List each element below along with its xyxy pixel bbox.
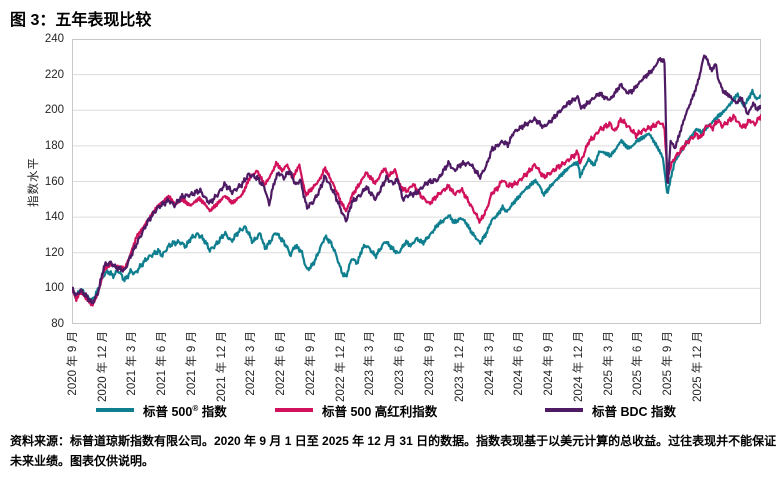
x-tick-label: 2025 年 12 月 <box>691 331 704 402</box>
y-tick-label: 240 <box>44 33 64 45</box>
y-tick-label: 80 <box>51 318 64 330</box>
x-tick-label: 2021 年 6 月 <box>156 331 169 396</box>
x-tick-label: 2023 年 6 月 <box>394 331 407 396</box>
x-tick-label: 2020 年 9 月 <box>66 331 79 396</box>
x-tick-label: 2021 年 12 月 <box>215 331 228 402</box>
y-tick-label: 160 <box>44 175 64 188</box>
x-tick-label: 2023 年 12 月 <box>453 331 466 402</box>
x-tick-label: 2025 年 9 月 <box>662 331 674 396</box>
legend-label-sp500-high-dividend: 标普 500 高红利指数 <box>322 404 438 419</box>
y-tick-label: 100 <box>44 282 64 295</box>
x-tick-label: 2022 年 12 月 <box>334 331 347 402</box>
y-tick-label: 120 <box>44 246 64 259</box>
legend-item-sp500-high-dividend: 标普 500 高红利指数 <box>275 398 437 422</box>
y-tick-label: 200 <box>44 104 64 117</box>
legend-label-sp500: 标普 500® 指数 <box>143 403 227 419</box>
high-dividend-line-swatch-icon <box>275 408 313 412</box>
x-tick-label: 2022 年 9 月 <box>304 331 317 396</box>
series-line-sp500 <box>72 88 761 303</box>
x-tick-label: 2023 年 9 月 <box>423 331 436 396</box>
legend-item-sp-bdc: 标普 BDC 指数 <box>545 398 676 422</box>
y-tick-label: 220 <box>44 68 64 81</box>
x-tick-label: 2021 年 9 月 <box>185 331 198 396</box>
series-line-sp500-high-dividend <box>72 113 761 307</box>
x-tick-label: 2020 年 12 月 <box>96 331 109 402</box>
source-note: 资料来源：标普道琼斯指数有限公司。2020 年 9 月 1 日至 2025 年 … <box>10 434 777 468</box>
plot-border <box>72 39 761 324</box>
x-tick-label: 2024 年 3 月 <box>483 331 496 396</box>
y-tick-label: 180 <box>44 139 64 152</box>
x-tick-label: 2024 年 9 月 <box>543 331 555 396</box>
x-tick-label: 2024 年 6 月 <box>513 331 526 396</box>
x-tick-label: 2022 年 3 月 <box>245 331 258 396</box>
x-tick-label: 2022 年 6 月 <box>275 331 288 396</box>
x-tick-label: 2023 年 3 月 <box>364 331 377 396</box>
chart-plot-area <box>72 39 761 324</box>
legend-label-sp-bdc: 标普 BDC 指数 <box>592 404 677 419</box>
series-line-sp-bdc <box>72 54 761 305</box>
legend-item-sp500: 标普 500® 指数 <box>96 398 227 422</box>
x-tick-label: 2024 年 12 月 <box>572 331 585 402</box>
x-tick-label: 2025 年 6 月 <box>632 331 645 396</box>
chart-legend: 标普 500® 指数 标普 500 高红利指数 标普 BDC 指数 <box>0 398 782 422</box>
x-tick-label: 2021 年 3 月 <box>126 331 139 396</box>
x-tick-label: 2025 年 3 月 <box>602 331 615 396</box>
bdc-line-swatch-icon <box>545 408 583 412</box>
sp500-line-swatch-icon <box>96 408 134 412</box>
y-tick-label: 140 <box>44 211 64 224</box>
page-title: 图 3：五年表现比较 <box>10 12 152 29</box>
